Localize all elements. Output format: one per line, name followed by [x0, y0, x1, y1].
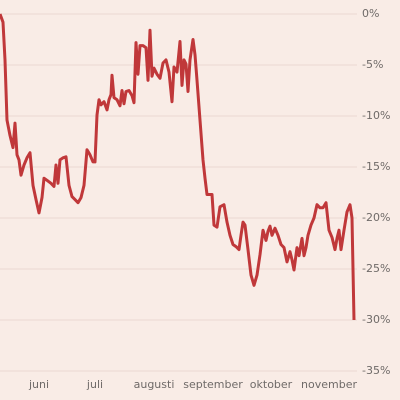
- x-tick-label: september: [183, 378, 243, 391]
- y-tick-label: -20%: [362, 211, 390, 224]
- y-tick-label: -15%: [362, 160, 390, 173]
- x-tick-label: augusti: [134, 378, 175, 391]
- x-tick-label: juli: [86, 378, 103, 391]
- y-tick-label: -5%: [362, 58, 383, 71]
- x-tick-label: oktober: [250, 378, 293, 391]
- y-tick-label: -10%: [362, 109, 390, 122]
- y-tick-label: -25%: [362, 262, 390, 275]
- y-tick-label: -30%: [362, 313, 390, 326]
- x-tick-label: november: [301, 378, 357, 391]
- line-series: [0, 13, 356, 321]
- y-tick-label: 0%: [362, 7, 379, 20]
- y-tick-label: -35%: [362, 364, 390, 377]
- x-tick-label: juni: [28, 378, 49, 391]
